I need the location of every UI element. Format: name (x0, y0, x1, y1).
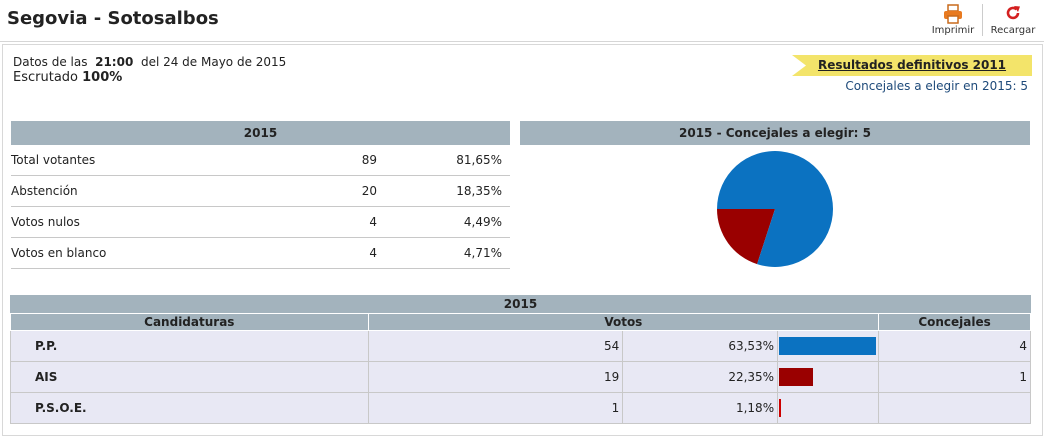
results-title: 2015 (10, 295, 1031, 313)
party-bar-cell (777, 392, 880, 424)
party-bar-cell (777, 330, 880, 362)
party-seats: 4 (878, 330, 1031, 362)
counted-value: 100% (82, 70, 123, 85)
results-table: Candidaturas Votos Concejales P.P. 54 63… (10, 313, 1031, 424)
summary-percent: 4,71% (463, 246, 502, 260)
print-label: Imprimir (931, 25, 975, 36)
data-info: Datos de las 21:00 del 24 de Mayo de 201… (13, 55, 286, 85)
summary-count: 89 (361, 153, 377, 167)
chart-title: 2015 - Concejales a elegir: 5 (520, 121, 1030, 145)
summary-label: Total votantes (11, 153, 96, 167)
results-table-wrap: 2015 Candidaturas Votos Concejales P.P. … (10, 295, 1031, 424)
col-votes: Votos (367, 313, 880, 331)
final-results-2011-link[interactable]: Resultados definitivos 2011 (792, 55, 1032, 76)
party-votes: 1 (367, 392, 624, 424)
party-vote-bar (779, 337, 877, 355)
results-header-row: Candidaturas Votos Concejales (10, 313, 1031, 331)
party-votes: 19 (367, 361, 624, 393)
col-seats: Concejales (878, 313, 1031, 331)
refresh-icon (1006, 6, 1020, 20)
summary-count: 20 (361, 184, 377, 198)
summary-row: Total votantes 89 81,65% (11, 145, 510, 176)
party-votes: 54 (367, 330, 624, 362)
summary-table: 2015 Total votantes 89 81,65% Abstención… (11, 121, 510, 269)
summary-row: Abstención 20 18,35% (11, 176, 510, 207)
header-bar: Segovia - Sotosalbos Imprimir Recargar (0, 0, 1044, 42)
toolbar-divider (982, 4, 983, 36)
summary-count: 4 (369, 246, 377, 260)
seats-chart: 2015 - Concejales a elegir: 5 (520, 121, 1030, 271)
summary-row: Votos nulos 4 4,49% (11, 207, 510, 238)
summary-label: Votos en blanco (11, 246, 107, 260)
reload-button[interactable]: Recargar (985, 2, 1041, 38)
party-percent: 63,53% (622, 330, 779, 362)
seats-to-elect: Concejales a elegir en 2015: 5 (845, 79, 1028, 93)
party-name: P.P. (10, 330, 369, 362)
summary-label: Abstención (11, 184, 78, 198)
party-vote-bar (779, 399, 782, 417)
party-seats: 1 (878, 361, 1031, 393)
print-button[interactable]: Imprimir (927, 2, 979, 38)
results-panel: Datos de las 21:00 del 24 de Mayo de 201… (2, 44, 1043, 436)
summary-title: 2015 (11, 121, 510, 145)
data-date: del 24 de Mayo de 2015 (140, 55, 287, 69)
printer-icon (944, 4, 962, 24)
counted-status: Escrutado 100% (13, 70, 286, 85)
page-title: Segovia - Sotosalbos (7, 8, 219, 29)
summary-row: Votos en blanco 4 4,71% (11, 238, 510, 269)
party-seats (878, 392, 1031, 424)
party-name: AIS (10, 361, 369, 393)
pie-slice-pp (717, 150, 833, 267)
seats-pie-chart (717, 150, 833, 267)
summary-percent: 4,49% (463, 215, 502, 229)
pie-slice-ais (717, 209, 775, 265)
data-time: 21:00 (95, 55, 134, 69)
summary-label: Votos nulos (11, 215, 80, 229)
reload-label: Recargar (990, 25, 1036, 36)
party-percent: 22,35% (622, 361, 779, 393)
table-row: P.P. 54 63,53% 4 (10, 330, 1031, 362)
table-row: P.S.O.E. 1 1,18% (10, 392, 1031, 424)
counted-label: Escrutado (13, 70, 78, 85)
col-party: Candidaturas (10, 313, 369, 331)
party-bar-cell (777, 361, 880, 393)
party-vote-bar (779, 368, 814, 386)
party-name: P.S.O.E. (10, 392, 369, 424)
data-prefix: Datos de las (13, 55, 88, 69)
summary-percent: 18,35% (456, 184, 502, 198)
summary-count: 4 (369, 215, 377, 229)
data-timestamp: Datos de las 21:00 del 24 de Mayo de 201… (13, 55, 286, 70)
party-percent: 1,18% (622, 392, 779, 424)
summary-percent: 81,65% (456, 153, 502, 167)
table-row: AIS 19 22,35% 1 (10, 361, 1031, 393)
